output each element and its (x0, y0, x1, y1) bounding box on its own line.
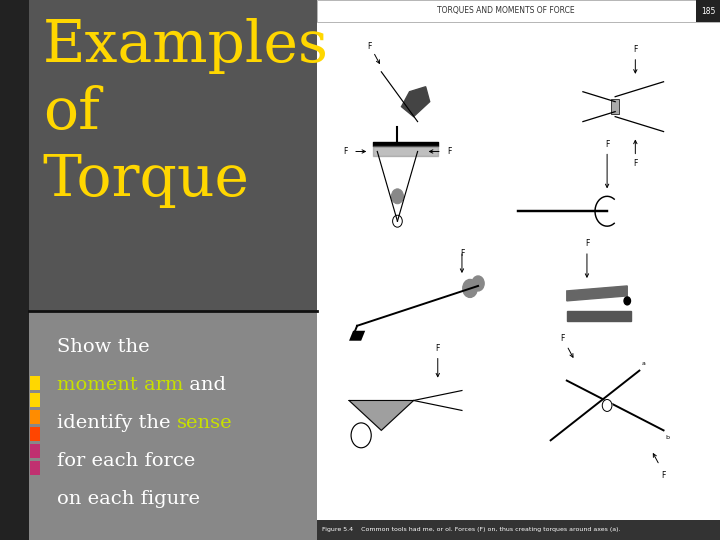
Text: identify the: identify the (57, 415, 176, 433)
Text: Figure 5.4    Common tools had me, or ol. Forces (F) on, thus creating torques a: Figure 5.4 Common tools had me, or ol. F… (322, 528, 621, 532)
Text: F: F (436, 343, 440, 353)
Bar (30, 427, 40, 441)
Text: a: a (642, 361, 645, 366)
Text: Examples
of
Torque: Examples of Torque (42, 18, 329, 208)
Bar (317, 0, 720, 22)
Text: for each force: for each force (57, 453, 195, 470)
Circle shape (624, 297, 631, 305)
Text: F: F (585, 239, 589, 248)
Text: and: and (183, 376, 226, 395)
Circle shape (392, 189, 403, 204)
Text: 185: 185 (701, 6, 715, 16)
Text: Show the: Show the (57, 339, 150, 356)
Text: F: F (662, 471, 666, 480)
Text: F: F (633, 159, 637, 168)
Polygon shape (567, 311, 631, 321)
Bar (317, 0, 720, 540)
Text: sense: sense (176, 415, 232, 433)
Text: F: F (460, 249, 464, 258)
Text: F: F (343, 147, 347, 156)
Text: F: F (605, 139, 609, 148)
Bar (30, 410, 40, 424)
Text: F: F (367, 43, 372, 51)
Bar (30, 461, 40, 475)
Polygon shape (349, 331, 365, 341)
Circle shape (472, 276, 484, 291)
Text: F: F (633, 45, 637, 54)
Circle shape (463, 280, 477, 298)
Polygon shape (349, 401, 413, 430)
Bar (696, 0, 720, 22)
Text: b: b (665, 435, 670, 440)
Text: on each figure: on each figure (57, 490, 200, 509)
Polygon shape (567, 286, 627, 301)
Text: F: F (448, 147, 452, 156)
Text: TORQUES AND MOMENTS OF FORCE: TORQUES AND MOMENTS OF FORCE (438, 6, 575, 16)
Bar (30, 376, 40, 390)
Bar (30, 444, 40, 458)
Text: moment arm: moment arm (57, 376, 183, 395)
Bar (29, 0, 317, 310)
Text: F: F (561, 334, 565, 343)
Bar (317, 520, 720, 540)
Bar (30, 393, 40, 407)
Bar (29, 310, 317, 540)
Bar (611, 99, 619, 114)
Circle shape (602, 400, 612, 411)
Polygon shape (402, 87, 430, 117)
